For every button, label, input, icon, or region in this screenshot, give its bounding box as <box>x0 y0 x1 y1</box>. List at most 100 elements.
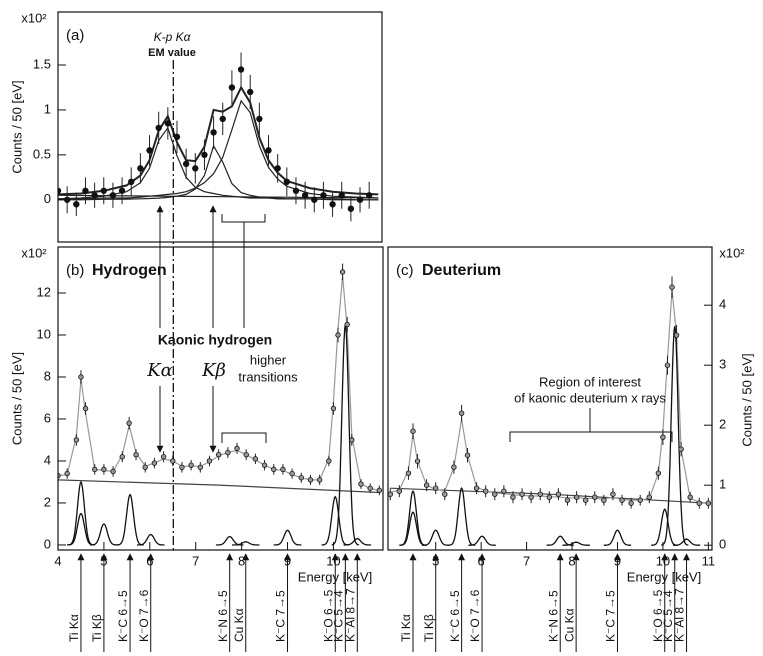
peak-label: K⁻C 7→5 <box>604 590 618 642</box>
data-point <box>537 491 543 497</box>
panel-title: Hydrogen <box>92 262 167 279</box>
panel: 02468101245678910x10²Counts / 50 [eV]Ene… <box>9 245 384 652</box>
peak-component <box>603 529 632 546</box>
data-point <box>73 201 80 208</box>
y-tick-label: 1 <box>44 101 51 116</box>
data-point <box>274 165 281 172</box>
peak-label: K⁻C 7→5 <box>274 590 288 642</box>
data-point <box>298 475 304 481</box>
annotation: Kaonic hydrogen <box>158 332 272 348</box>
data-point <box>292 187 300 194</box>
data-point <box>510 494 516 500</box>
peak-component <box>651 508 679 546</box>
data-point <box>91 192 98 199</box>
data-point <box>473 485 480 491</box>
peak-component <box>90 523 118 546</box>
data-point <box>592 494 598 500</box>
data-point <box>170 458 176 464</box>
y-tick-label: 2 <box>719 417 726 432</box>
data-point <box>347 205 355 212</box>
peak-component <box>422 529 450 546</box>
data-point <box>573 494 580 500</box>
data-point <box>179 464 185 470</box>
peak-label: Ti Kα <box>399 614 413 642</box>
y-tick-label: 3 <box>719 357 726 372</box>
x-tick-label: 7 <box>192 553 199 568</box>
peak-label: Cu Kα <box>562 608 576 642</box>
peak-label: K⁻O 6→5 <box>651 589 665 642</box>
panel-frame <box>57 11 383 243</box>
data-point <box>126 420 132 426</box>
x-tick-label: 8 <box>568 553 575 568</box>
panel-title: Deuterium <box>422 262 501 279</box>
x-tick-label: 7 <box>523 553 530 568</box>
peak-label: K⁻O 6→5 <box>321 589 335 642</box>
x-tick-label: 6 <box>478 553 485 568</box>
scale-label: x10² <box>21 10 47 25</box>
fit-line <box>58 276 380 491</box>
data-point <box>610 491 616 497</box>
data-point <box>619 497 625 503</box>
y-axis-label: Counts / 50 [eV] <box>9 80 24 173</box>
data-point <box>410 428 416 434</box>
y-tick-label: 2 <box>44 494 51 509</box>
peak-label: K⁻O 7→6 <box>137 589 151 642</box>
data-point <box>330 405 337 412</box>
data-point <box>252 456 259 462</box>
data-point <box>564 497 571 503</box>
peak-label: Ti Kβ <box>90 614 104 642</box>
data-point <box>201 151 208 159</box>
data-point <box>344 321 350 328</box>
data-point <box>128 178 135 186</box>
panel-label: (c) <box>396 262 414 279</box>
data-point <box>388 491 393 497</box>
data-point <box>283 178 291 186</box>
data-point <box>301 192 309 199</box>
data-point <box>289 470 295 477</box>
data-point <box>673 332 680 338</box>
data-point <box>696 500 702 506</box>
plot-area <box>388 276 712 546</box>
peak-component <box>546 535 574 546</box>
y-tick-label: 10 <box>37 326 51 341</box>
data-point <box>335 332 341 338</box>
data-point <box>228 84 236 91</box>
y-tick-label: 0 <box>719 537 726 552</box>
data-point <box>646 494 652 500</box>
scale-label: x10² <box>719 245 745 260</box>
data-point <box>423 482 430 488</box>
y-axis-label: Counts / 50 [eV] <box>739 353 754 446</box>
panel: 0 0.5 1 1.5 x10² Counts / 50 [eV] (a) K-p Kα EM … <box>9 10 383 243</box>
peak-component <box>137 533 165 546</box>
y-tick-label: 1.5 <box>33 56 51 71</box>
data-point <box>365 192 373 199</box>
data-point <box>464 452 471 458</box>
data-point <box>118 187 126 194</box>
panel-label: (a) <box>66 27 84 44</box>
data-point <box>396 488 403 494</box>
bracket <box>221 214 266 223</box>
data-point <box>637 497 643 503</box>
data-point <box>376 487 383 494</box>
data-point <box>64 470 70 477</box>
data-point <box>311 196 318 203</box>
data-point <box>110 468 116 475</box>
data-point <box>546 494 553 500</box>
data-point <box>271 466 277 473</box>
data-point <box>182 160 190 168</box>
data-point <box>687 494 693 500</box>
annotation: Region of interest <box>539 374 641 389</box>
data-point <box>405 470 412 476</box>
peak-label: Cu Kα <box>232 608 246 642</box>
data-point <box>133 451 139 458</box>
data-point <box>433 485 439 491</box>
peak-component <box>399 489 427 546</box>
data-point <box>338 192 345 199</box>
data-point <box>280 466 286 473</box>
panel: 01234567891011x10²Counts / 50 [eV]Energy… <box>387 245 754 652</box>
data-point <box>256 115 263 123</box>
data-point <box>356 196 364 203</box>
annotation: Kβ <box>201 360 226 381</box>
peak-label: Ti Kβ <box>422 614 436 642</box>
